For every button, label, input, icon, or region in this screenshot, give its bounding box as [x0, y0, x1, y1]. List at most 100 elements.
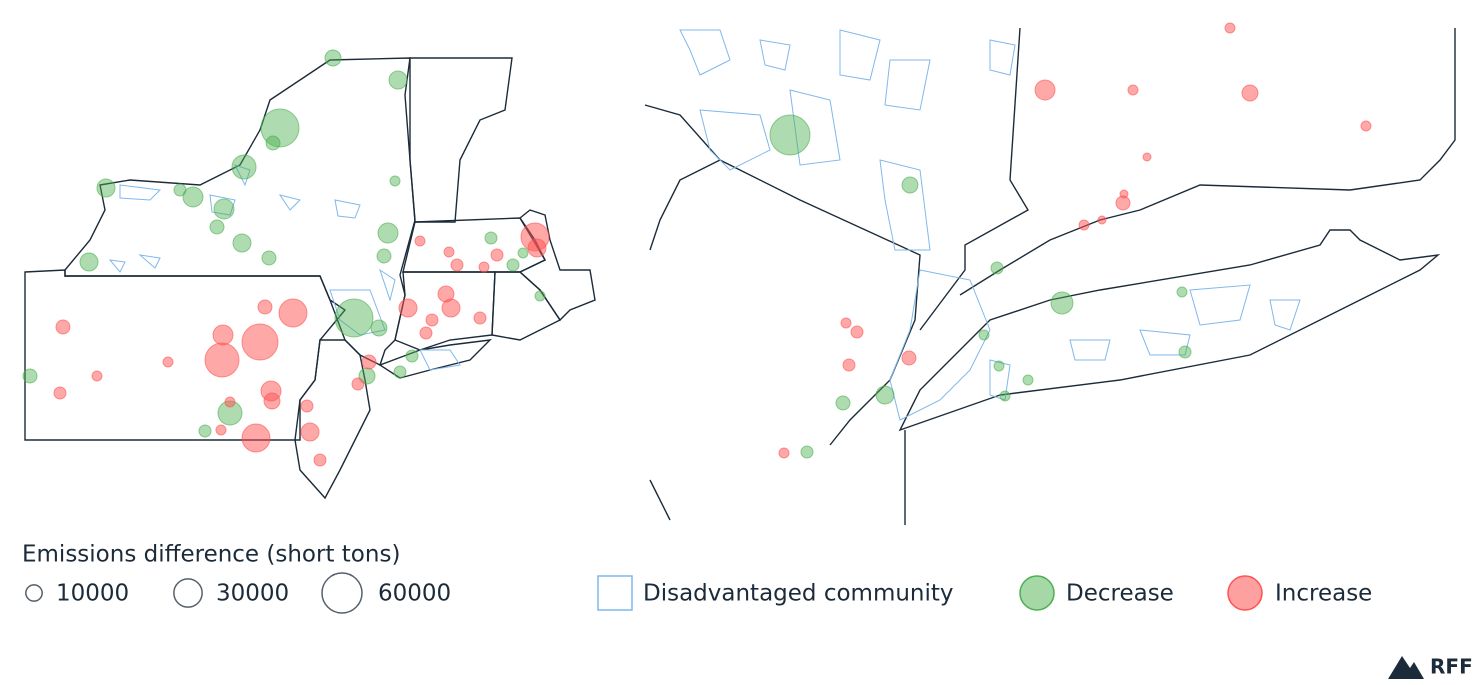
emission-bubble	[842, 358, 856, 372]
emission-bubble	[778, 447, 790, 459]
emission-bubble	[351, 377, 365, 391]
emission-bubble	[1097, 215, 1107, 225]
emission-bubble	[173, 183, 187, 197]
emission-bubble	[769, 114, 811, 156]
legend-item: Disadvantaged community	[643, 581, 954, 607]
size-legend-circle	[25, 584, 43, 602]
emission-bubble	[361, 354, 377, 370]
emission-bubble	[473, 311, 487, 325]
emission-bubbles	[22, 22, 1372, 467]
emission-bubble	[800, 445, 814, 459]
emission-bubble	[1078, 219, 1090, 231]
emission-bubble	[1178, 345, 1192, 359]
emission-bubble	[517, 247, 529, 259]
emission-bubble	[527, 238, 547, 258]
emission-bubble	[478, 261, 490, 273]
emission-bubble	[91, 370, 103, 382]
emission-bubble	[209, 219, 225, 235]
legend-dac-swatch	[597, 575, 633, 611]
emission-bubble	[990, 261, 1004, 275]
emission-bubble	[419, 326, 433, 340]
emission-bubble	[840, 317, 852, 329]
emission-bubble	[370, 319, 388, 337]
emission-bubble	[198, 424, 212, 438]
emission-bubble	[334, 298, 374, 338]
emission-bubble	[232, 233, 252, 253]
emission-bubble	[231, 154, 257, 180]
emission-bubble	[79, 252, 99, 272]
emission-bubble	[534, 290, 546, 302]
emission-bubble	[490, 248, 504, 262]
emission-bubble	[978, 329, 990, 341]
legend-increase-swatch	[1227, 575, 1263, 611]
emission-bubble	[484, 231, 498, 245]
emission-bubble	[850, 325, 864, 339]
emission-bubble	[1127, 84, 1139, 96]
logo-mark	[1388, 656, 1424, 679]
legend-title: Emissions difference (short tons)	[22, 542, 400, 568]
emission-bubble	[263, 392, 281, 410]
emission-bubble	[443, 246, 455, 258]
size-legend: 10000 30000 60000	[25, 572, 451, 614]
emission-bubble	[1115, 195, 1131, 211]
emission-bubble	[1050, 291, 1074, 315]
size-legend-label: 30000	[216, 581, 289, 607]
emission-bubble	[993, 360, 1005, 372]
disadvantaged-community-areas	[108, 29, 1301, 421]
emission-bubble	[1224, 22, 1236, 34]
emission-bubble	[261, 250, 277, 266]
emission-bubble	[55, 319, 71, 335]
emission-bubble	[212, 324, 234, 346]
emission-bubble	[875, 385, 895, 405]
emission-bubble	[450, 258, 464, 272]
emission-bubble	[96, 178, 116, 198]
emission-bubble	[313, 453, 327, 467]
emission-bubble	[1142, 152, 1152, 162]
emission-bubble	[999, 390, 1011, 402]
emission-bubble	[388, 70, 408, 90]
emission-bubble	[425, 313, 439, 327]
emission-bubble	[22, 368, 38, 384]
legend-item: Increase	[1275, 581, 1372, 607]
emission-bubble	[377, 222, 399, 244]
emission-bubble	[215, 424, 227, 436]
emission-bubble	[506, 258, 520, 272]
emission-bubble	[224, 396, 236, 408]
emission-bubble	[901, 350, 917, 366]
emission-bubble	[241, 423, 271, 453]
emission-bubble	[1360, 120, 1372, 132]
emission-bubble	[405, 349, 419, 363]
emission-bubble	[835, 395, 851, 411]
emission-bubble	[1176, 286, 1188, 298]
emission-bubble	[398, 298, 418, 318]
legend-item: Decrease	[1066, 581, 1174, 607]
emission-bubble	[414, 235, 426, 247]
legend-decrease-swatch	[1019, 575, 1055, 611]
emission-bubble	[441, 298, 461, 318]
emission-bubble	[1034, 79, 1056, 101]
emission-bubble	[257, 299, 273, 315]
emission-bubble	[376, 248, 392, 264]
emission-bubble	[162, 356, 174, 368]
logo-text: RFF	[1430, 655, 1473, 679]
emission-bubble	[300, 422, 320, 442]
size-legend-circle	[321, 572, 363, 614]
size-legend-label: 10000	[56, 581, 129, 607]
emission-bubble	[1022, 374, 1034, 386]
emission-bubble	[204, 342, 240, 378]
emission-bubble	[260, 108, 300, 148]
emission-bubble	[213, 198, 235, 220]
emission-bubble	[901, 176, 919, 194]
emission-bubble	[182, 186, 204, 208]
size-legend-circle	[173, 578, 203, 608]
emission-bubble	[300, 399, 314, 413]
emission-bubble	[393, 365, 407, 379]
emission-bubble	[241, 323, 279, 361]
emission-bubble	[53, 386, 67, 400]
emission-bubble	[265, 135, 281, 151]
size-legend-label: 60000	[378, 581, 451, 607]
emission-bubble	[1241, 84, 1259, 102]
emission-bubble	[389, 175, 401, 187]
right-map-outlines	[644, 27, 1456, 525]
